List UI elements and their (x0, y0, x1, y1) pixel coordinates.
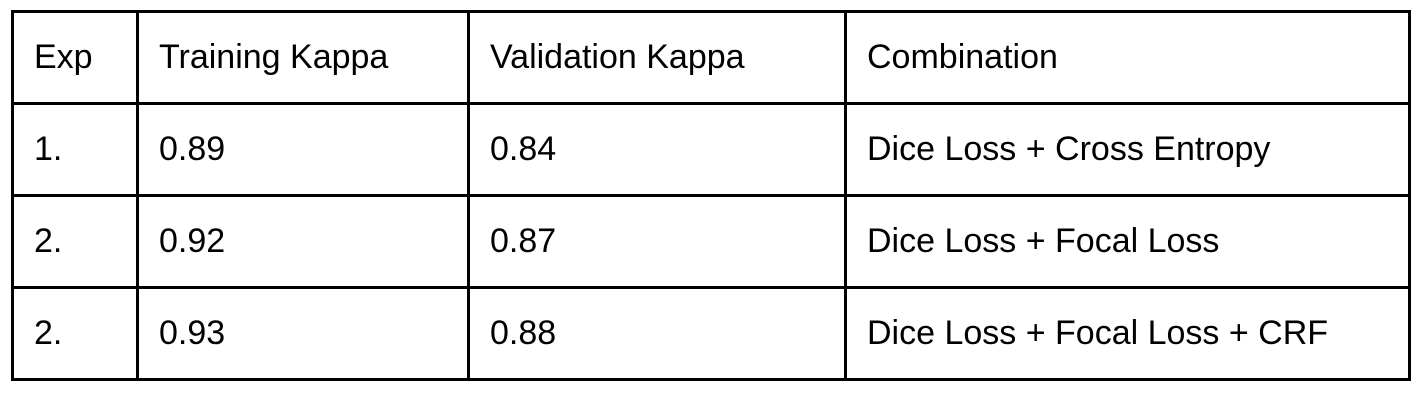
results-table: Exp Training Kappa Validation Kappa Comb… (11, 10, 1411, 381)
cell-validation-kappa: 0.84 (467, 102, 847, 197)
cell-exp: 2. (11, 286, 139, 381)
header-row: Exp Training Kappa Validation Kappa Comb… (11, 10, 1411, 105)
cell-combination: Dice Loss + Focal Loss (844, 194, 1411, 289)
cell-exp: 2. (11, 194, 139, 289)
header-exp: Exp (11, 10, 139, 105)
cell-training-kappa: 0.93 (136, 286, 470, 381)
header-training-kappa: Training Kappa (136, 10, 470, 105)
table-row: 1. 0.89 0.84 Dice Loss + Cross Entropy (11, 102, 1411, 197)
header-validation-kappa: Validation Kappa (467, 10, 847, 105)
cell-training-kappa: 0.89 (136, 102, 470, 197)
cell-combination: Dice Loss + Cross Entropy (844, 102, 1411, 197)
cell-training-kappa: 0.92 (136, 194, 470, 289)
table-row: 2. 0.92 0.87 Dice Loss + Focal Loss (11, 194, 1411, 289)
cell-combination: Dice Loss + Focal Loss + CRF (844, 286, 1411, 381)
cell-validation-kappa: 0.88 (467, 286, 847, 381)
cell-validation-kappa: 0.87 (467, 194, 847, 289)
header-combination: Combination (844, 10, 1411, 105)
cell-exp: 1. (11, 102, 139, 197)
table-row: 2. 0.93 0.88 Dice Loss + Focal Loss + CR… (11, 286, 1411, 381)
